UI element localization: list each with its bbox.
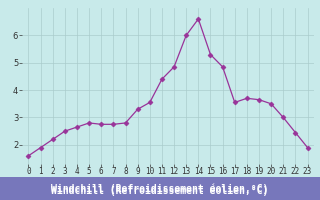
Text: Windchill (Refroidissement éolien,°C): Windchill (Refroidissement éolien,°C) [51,186,269,196]
Text: Windchill (Refroidissement éolien,°C): Windchill (Refroidissement éolien,°C) [51,184,269,194]
